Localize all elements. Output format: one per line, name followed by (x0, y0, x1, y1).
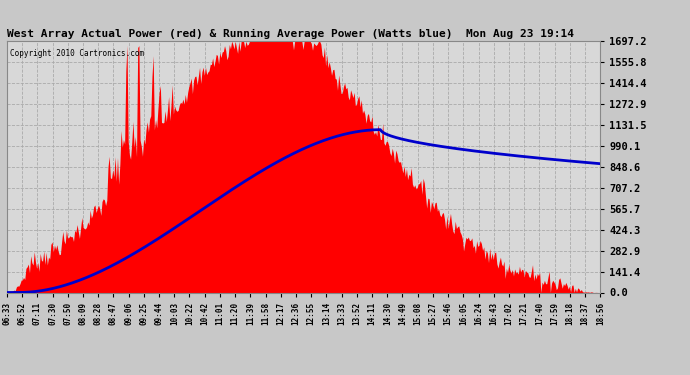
Text: West Array Actual Power (red) & Running Average Power (Watts blue)  Mon Aug 23 1: West Array Actual Power (red) & Running … (7, 29, 574, 39)
Text: Copyright 2010 Cartronics.com: Copyright 2010 Cartronics.com (10, 49, 144, 58)
